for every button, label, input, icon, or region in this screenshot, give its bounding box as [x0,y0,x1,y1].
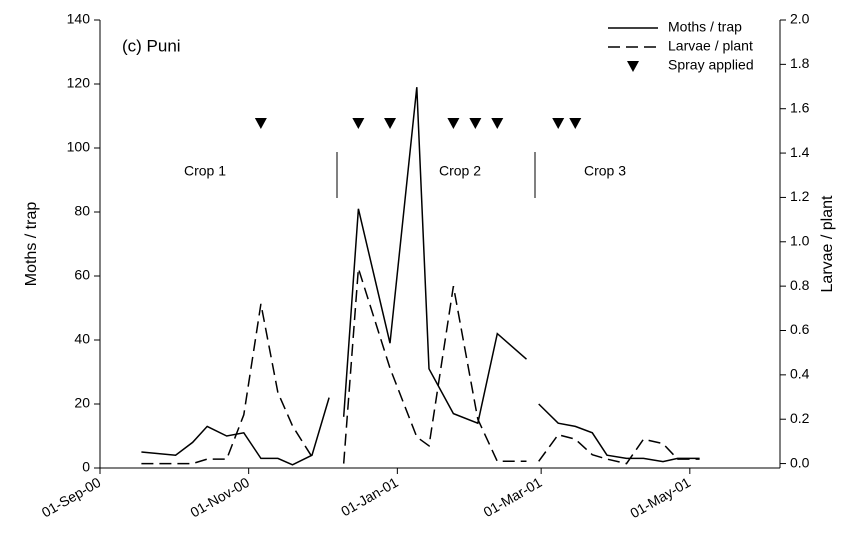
y2-tick-label: 0.0 [790,454,810,470]
crop-label: Crop 2 [439,163,481,179]
series-line [141,87,700,466]
y-tick-label: 40 [74,331,90,347]
y2-tick-label: 1.4 [790,144,810,160]
legend-swatch [627,61,639,72]
y2-tick-label: 0.8 [790,277,810,293]
y2-tick-label: 0.6 [790,321,810,337]
y2-tick-label: 0.4 [790,366,810,382]
y-tick-label: 100 [67,139,91,155]
x-tick-label: 01-Sep-00 [39,474,104,521]
x-tick-label: 01-Nov-00 [187,474,252,521]
y2-tick-label: 1.2 [790,188,810,204]
y-tick-label: 20 [74,395,90,411]
crop-label: Crop 1 [184,163,226,179]
panel-label: (c) Puni [122,36,181,55]
spray-marker [491,118,504,129]
spray-marker [569,118,582,129]
spray-marker [469,118,482,129]
spray-marker [552,118,565,129]
spray-marker [352,118,365,129]
y-tick-label: 140 [67,11,91,27]
y-tick-label: 60 [74,267,90,283]
legend-label: Spray applied [668,57,754,73]
y2-axis-title: Larvae / plant [819,195,836,293]
y2-tick-label: 2.0 [790,11,810,27]
legend-label: Larvae / plant [668,38,753,54]
y2-tick-label: 1.6 [790,99,810,115]
legend-label: Moths / trap [668,19,742,35]
series-line [141,268,700,465]
y2-tick-label: 1.0 [790,232,810,248]
x-tick-label: 01-May-01 [627,474,693,521]
crop-label: Crop 3 [584,163,626,179]
x-tick-label: 01-Jan-01 [338,474,401,519]
y2-tick-label: 1.8 [790,55,810,71]
y-axis-title: Moths / trap [23,202,40,287]
y2-tick-label: 0.2 [790,410,810,426]
y-tick-label: 80 [74,203,90,219]
y-tick-label: 120 [67,75,91,91]
spray-marker [254,118,267,129]
spray-marker [384,118,397,129]
spray-marker [447,118,460,129]
x-tick-label: 01-Mar-01 [481,474,545,520]
y-tick-label: 0 [82,459,90,475]
